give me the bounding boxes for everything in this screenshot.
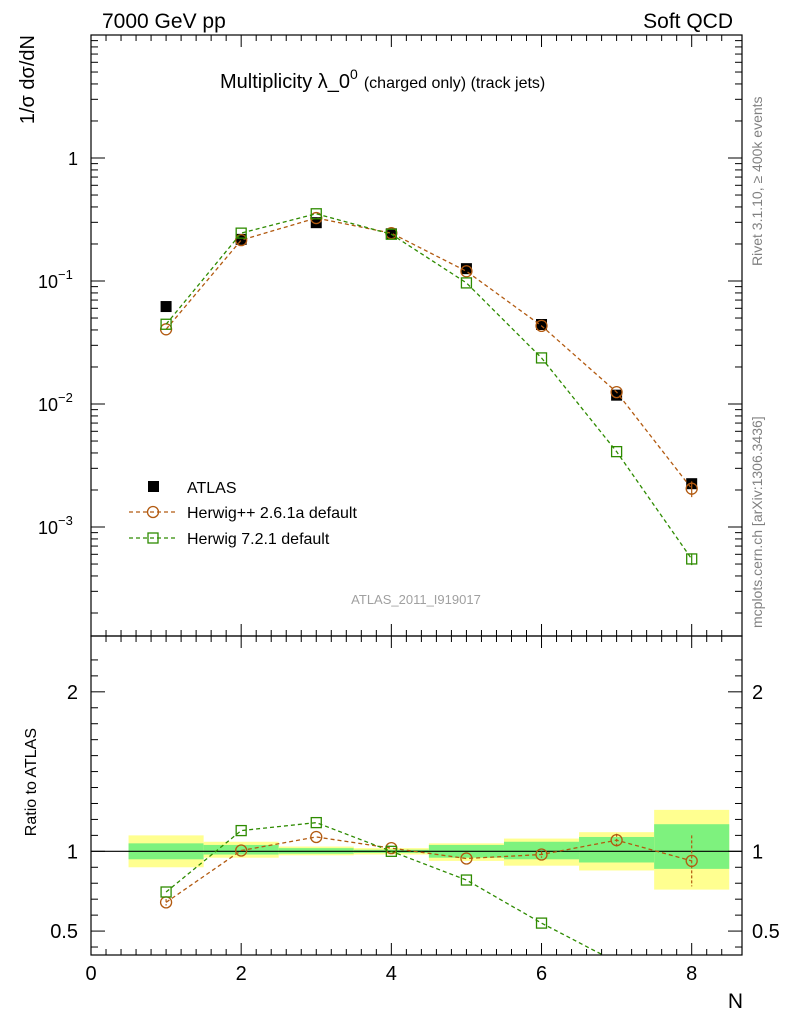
ratio-point-herwig7 [535, 917, 548, 929]
ratio-point-herwig7 [235, 824, 247, 837]
legend-label-atlas: ATLAS [187, 480, 237, 497]
data-point-herwig7 [686, 553, 698, 565]
data-point-herwigpp [535, 319, 548, 332]
data-point-herwig7 [235, 227, 247, 239]
ratio-y-tick-label-left: 2 [67, 682, 78, 704]
series-line-herwig7 [165, 213, 693, 560]
data-point-herwig7 [610, 445, 623, 458]
x-axis-label: N [728, 990, 743, 1013]
ratio-point-herwigpp [685, 854, 698, 868]
ratio-y-tick-label-left: 1 [67, 841, 78, 863]
data-point-atlas [235, 233, 247, 245]
ratio-y-tick-label-right: 1 [752, 841, 763, 863]
x-tick-label: 6 [536, 963, 547, 985]
ratio-point-herwigpp [460, 852, 473, 865]
rivet-label: Rivet 3.1.10, ≥ 400k events [749, 96, 765, 266]
x-tick-label: 4 [386, 963, 397, 985]
legend-marker-herwig7 [147, 532, 159, 544]
data-point-herwigpp [460, 265, 473, 278]
legend-marker-herwigpp [146, 505, 160, 519]
main-plot [159, 208, 698, 566]
ratio-point-herwigpp [610, 834, 623, 847]
header-right: Soft QCD [643, 10, 733, 33]
data-point-atlas [611, 389, 623, 401]
data-point-herwigpp [685, 482, 698, 495]
data-point-atlas [310, 217, 322, 229]
ratio-point-herwig7 [310, 816, 322, 829]
main-title-text: Multiplicity λ_0 [220, 71, 350, 93]
analysis-watermark: ATLAS_2011_I919017 [351, 592, 481, 607]
x-tick-label: 8 [686, 963, 697, 985]
main-y-tick-label: 10−3 [38, 513, 73, 538]
data-point-herwigpp [610, 385, 623, 399]
legend: ATLAS Herwig++ 2.6.1a default Herwig 7.2… [129, 480, 357, 548]
ratio-line-herwigpp [165, 836, 692, 903]
uncertainty-band-inner [503, 841, 580, 860]
x-tick-label: 2 [236, 963, 247, 985]
main-y-tick-label: 10−2 [38, 390, 73, 415]
ratio-point-herwigpp [235, 844, 248, 857]
main-y-tick-label: 1 [68, 149, 78, 169]
main-y-tick-label: 10−1 [38, 267, 73, 292]
ratio-plot [91, 809, 742, 967]
ratio-y-tick-label-right: 2 [752, 682, 763, 704]
data-point-atlas [160, 301, 172, 313]
uncertainty-band-inner [203, 844, 279, 855]
header-left: 7000 GeV pp [102, 10, 226, 33]
axes: 0 2 4 6 8 1 10−1 10−2 10−3 0.5 0.5 1 1 2 2 [38, 34, 780, 985]
legend-label-herwig7: Herwig 7.2.1 default [187, 531, 330, 548]
data-point-atlas [536, 318, 548, 330]
data-point-herwig7 [460, 277, 473, 289]
ratio-line-herwig7 [165, 821, 605, 955]
series-line-herwigpp [165, 217, 693, 490]
main-ylabel: 1/σ dσ/dN [17, 35, 39, 124]
ratio-y-tick-label-right: 0.5 [752, 921, 780, 943]
legend-label-herwigpp: Herwig++ 2.6.1a default [187, 505, 357, 522]
ratio-ylabel: Ratio to ATLAS [23, 728, 40, 836]
data-point-atlas [460, 263, 472, 275]
ratio-series-group [159, 816, 698, 967]
data-point-herwig7 [535, 352, 548, 364]
main-title: Multiplicity λ_00 (charged only) (track j… [220, 66, 545, 93]
ratio-y-tick-label-left: 0.5 [50, 921, 78, 943]
data-point-herwigpp [235, 233, 248, 247]
main-title-sup: 0 [350, 66, 358, 82]
ratio-point-herwig7 [460, 874, 473, 886]
ratio-frame [90, 635, 743, 956]
ratio-point-herwig7 [612, 957, 622, 967]
data-point-herwig7 [160, 318, 172, 330]
ratio-point-herwig7 [385, 845, 397, 857]
mcplots-label: mcplots.cern.ch [arXiv:1306.3436] [749, 416, 765, 628]
x-tick-label: 0 [85, 963, 96, 985]
data-point-herwig7 [385, 228, 397, 240]
ratio-point-herwigpp [310, 830, 323, 844]
ratio-point-herwigpp [535, 848, 548, 861]
ratio-point-herwig7 [160, 886, 172, 898]
legend-marker-atlas [148, 481, 159, 492]
main-title-suffix: (charged only) (track jets) [364, 75, 545, 92]
data-point-herwig7 [310, 208, 322, 220]
